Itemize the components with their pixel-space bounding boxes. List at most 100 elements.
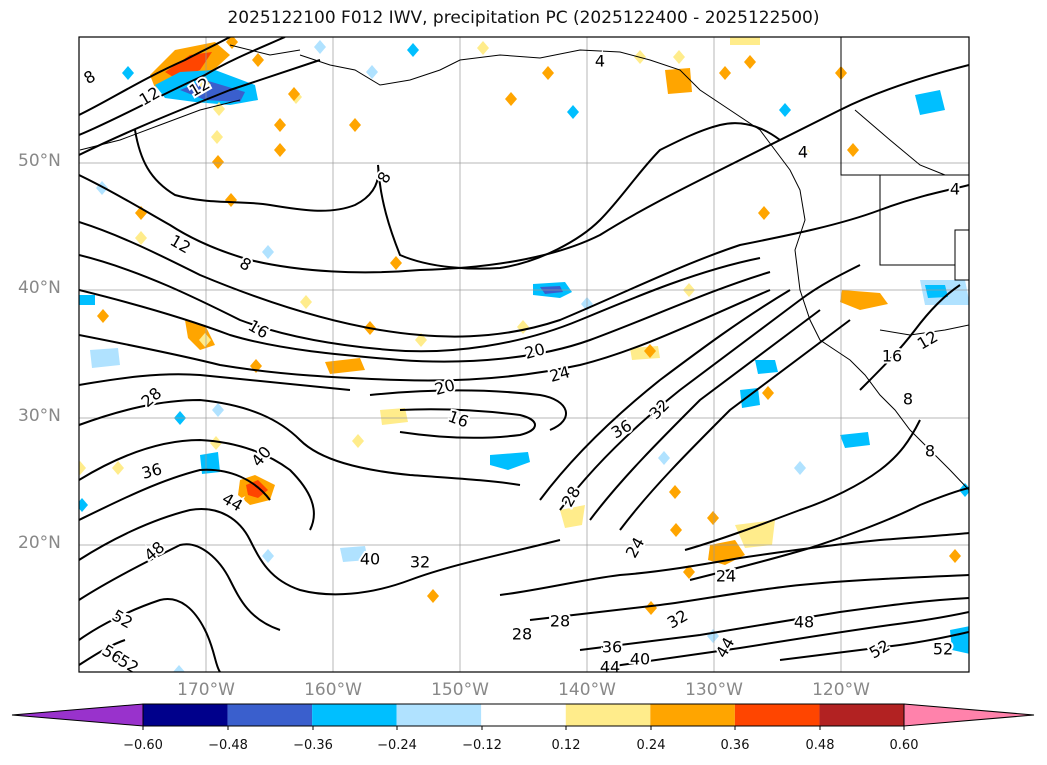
precip-dot	[349, 118, 361, 132]
precip-dot	[262, 245, 274, 259]
contour-label: 32	[410, 553, 430, 572]
contour-label: 8	[903, 390, 913, 409]
lat-label: 50°N	[18, 151, 61, 171]
lon-label: 140°W	[558, 680, 616, 700]
precip-dot	[226, 37, 238, 49]
contour-label: 4	[950, 180, 960, 199]
contour-label: 16	[882, 347, 902, 366]
precip-dot	[112, 461, 124, 475]
precip-dot	[847, 143, 859, 157]
precip-dot	[274, 118, 286, 132]
colorbar-segment	[650, 704, 735, 726]
lon-label: 130°W	[685, 680, 743, 700]
colorbar-extend-high	[903, 703, 1035, 727]
precip-dot	[542, 66, 554, 80]
contour-label: 40	[630, 650, 650, 669]
precip-dot	[707, 511, 719, 525]
precip-dot	[262, 549, 274, 563]
colorbar	[11, 703, 1035, 730]
precip-dot	[658, 451, 670, 465]
precip-dot	[673, 50, 685, 64]
colorbar-tick-label: 0.60	[889, 738, 919, 753]
contour-label: 40	[360, 550, 380, 569]
precip-dot	[477, 41, 489, 55]
contour-label: 8	[925, 442, 935, 461]
precip-dot	[949, 549, 961, 563]
precip-dot	[97, 309, 109, 323]
precip-dot	[683, 565, 695, 579]
precip-dot	[210, 436, 222, 450]
contour-label: 24	[716, 567, 736, 586]
colorbar-tick-label: 0.12	[551, 738, 581, 753]
iwv-contours	[79, 37, 969, 672]
precip-dot	[390, 256, 402, 270]
colorbar-tick-label: 0.36	[720, 738, 750, 753]
coastlines	[79, 37, 969, 491]
precip-dot	[173, 665, 185, 672]
contour-label: 36	[602, 638, 622, 657]
precip-dot	[352, 434, 364, 448]
colorbar-tick-label: −0.48	[208, 738, 248, 753]
lat-label: 40°N	[18, 278, 61, 298]
precip-dot	[274, 143, 286, 157]
precip-dot	[645, 601, 657, 615]
contour-label: 28	[512, 625, 532, 644]
precip-dot	[744, 55, 756, 69]
precip-dot	[199, 78, 211, 92]
contour-label: 48	[794, 613, 814, 632]
colorbar-segment	[143, 704, 228, 726]
precip-dot	[366, 65, 378, 79]
precip-dot	[407, 43, 419, 57]
contour-label: 4	[595, 52, 605, 71]
precip-dot	[567, 105, 579, 119]
colorbar-segment	[565, 704, 651, 726]
colorbar-extend-low	[11, 703, 144, 727]
precip-dot	[79, 461, 86, 475]
colorbar-tick-label: −0.60	[123, 738, 163, 753]
colorbar-tick-label: −0.12	[462, 738, 502, 753]
lon-label: 120°W	[812, 680, 870, 700]
colorbar-tick-label: −0.36	[293, 738, 333, 753]
colorbar-segment	[481, 704, 566, 726]
colorbar-segment	[227, 704, 313, 726]
precip-dot	[415, 333, 427, 347]
colorbar-segment	[734, 704, 820, 726]
colorbar-segment	[819, 704, 904, 726]
precip-dot	[719, 66, 731, 80]
lat-label: 30°N	[18, 406, 61, 426]
lon-label: 170°W	[177, 680, 235, 700]
contour-label: 52	[933, 640, 953, 659]
precip-dot	[779, 103, 791, 117]
precip-dot	[505, 92, 517, 106]
precip-dot	[427, 589, 439, 603]
colorbar-tick-label: 0.24	[636, 738, 666, 753]
precip-dot	[225, 193, 237, 207]
precip-dot	[758, 206, 770, 220]
contour-label: 44	[600, 658, 620, 677]
contour-label: 4	[798, 143, 808, 162]
colorbar-tick-label: 0.48	[805, 738, 835, 753]
precip-dot	[762, 386, 774, 400]
precip-dots	[79, 37, 969, 672]
precip-dot	[199, 333, 211, 347]
precip-dot	[314, 40, 326, 54]
precip-dot	[212, 403, 224, 417]
precip-dot	[252, 53, 264, 67]
lon-label: 150°W	[431, 680, 489, 700]
precip-dot	[212, 155, 224, 169]
precip-dot	[669, 485, 681, 499]
precip-dot	[288, 87, 300, 101]
colorbar-segment	[312, 704, 397, 726]
precip-dot	[794, 461, 806, 475]
map-title: 2025122100 F012 IWV, precipitation PC (2…	[227, 8, 820, 28]
contour-label: 28	[550, 612, 570, 631]
precip-dot	[670, 523, 682, 537]
precip-dot	[211, 130, 223, 144]
precip-dot	[300, 295, 312, 309]
precip-dot	[79, 498, 88, 512]
colorbar-segment	[396, 704, 482, 726]
colorbar-tick-label: −0.24	[377, 738, 417, 753]
precip-dot	[135, 231, 147, 245]
